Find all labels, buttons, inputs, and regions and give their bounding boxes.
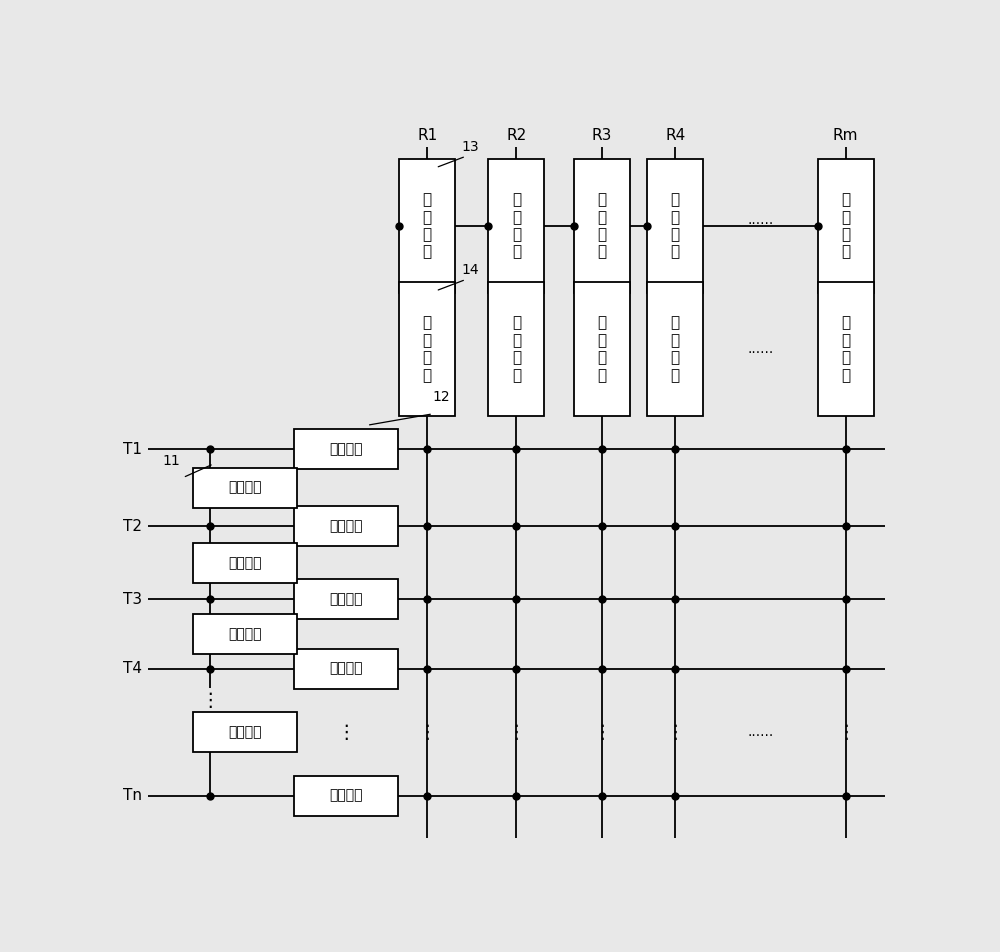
- FancyBboxPatch shape: [193, 712, 297, 752]
- FancyBboxPatch shape: [818, 282, 874, 416]
- Text: Rm: Rm: [833, 129, 858, 144]
- FancyBboxPatch shape: [818, 159, 874, 293]
- Text: 第
一
开
关: 第 一 开 关: [671, 315, 680, 383]
- Text: 第四开关: 第四开关: [228, 627, 262, 641]
- Text: 第三开关: 第三开关: [329, 788, 363, 803]
- Text: 13: 13: [461, 140, 479, 154]
- Text: 第
一
开
关: 第 一 开 关: [597, 315, 606, 383]
- Text: ⋮: ⋮: [200, 691, 220, 710]
- Text: 第
一
开
关: 第 一 开 关: [512, 315, 521, 383]
- FancyBboxPatch shape: [294, 506, 398, 546]
- Text: ......: ......: [747, 213, 774, 228]
- Text: R4: R4: [665, 129, 685, 144]
- Text: ⋮: ⋮: [666, 723, 685, 742]
- FancyBboxPatch shape: [294, 776, 398, 816]
- Text: R2: R2: [506, 129, 526, 144]
- Text: R1: R1: [417, 129, 437, 144]
- Text: 14: 14: [461, 263, 479, 277]
- Text: 第四开关: 第四开关: [228, 481, 262, 495]
- Text: 12: 12: [432, 389, 450, 404]
- FancyBboxPatch shape: [574, 282, 630, 416]
- Text: 第
二
开
关: 第 二 开 关: [841, 192, 850, 260]
- Text: ......: ......: [747, 725, 774, 739]
- Text: 第三开关: 第三开关: [329, 592, 363, 606]
- FancyBboxPatch shape: [488, 159, 544, 293]
- Text: ⋮: ⋮: [507, 723, 526, 742]
- Text: T3: T3: [123, 592, 142, 606]
- FancyBboxPatch shape: [294, 648, 398, 688]
- Text: 11: 11: [162, 454, 180, 467]
- Text: 第
二
开
关: 第 二 开 关: [423, 192, 432, 260]
- FancyBboxPatch shape: [294, 429, 398, 469]
- FancyBboxPatch shape: [193, 614, 297, 654]
- Text: 第三开关: 第三开关: [329, 662, 363, 676]
- FancyBboxPatch shape: [399, 282, 455, 416]
- FancyBboxPatch shape: [294, 580, 398, 620]
- Text: 第四开关: 第四开关: [228, 556, 262, 569]
- FancyBboxPatch shape: [193, 543, 297, 583]
- Text: 第
二
开
关: 第 二 开 关: [512, 192, 521, 260]
- FancyBboxPatch shape: [647, 282, 703, 416]
- Text: ⋮: ⋮: [592, 723, 611, 742]
- FancyBboxPatch shape: [647, 159, 703, 293]
- Text: T4: T4: [123, 661, 142, 676]
- Text: 第三开关: 第三开关: [329, 442, 363, 456]
- Text: 第
二
开
关: 第 二 开 关: [671, 192, 680, 260]
- Text: 第
一
开
关: 第 一 开 关: [423, 315, 432, 383]
- FancyBboxPatch shape: [574, 159, 630, 293]
- Text: ⋮: ⋮: [336, 723, 356, 742]
- Text: ⋮: ⋮: [836, 723, 856, 742]
- Text: 第三开关: 第三开关: [329, 519, 363, 533]
- FancyBboxPatch shape: [193, 467, 297, 507]
- FancyBboxPatch shape: [399, 159, 455, 293]
- Text: ⋮: ⋮: [418, 723, 437, 742]
- Text: Tn: Tn: [123, 788, 142, 803]
- Text: 第
一
开
关: 第 一 开 关: [841, 315, 850, 383]
- Text: T2: T2: [123, 519, 142, 534]
- Text: T1: T1: [123, 442, 142, 457]
- FancyBboxPatch shape: [488, 282, 544, 416]
- Text: 第四开关: 第四开关: [228, 725, 262, 739]
- Text: R3: R3: [591, 129, 612, 144]
- Text: ......: ......: [747, 342, 774, 356]
- Text: 第
二
开
关: 第 二 开 关: [597, 192, 606, 260]
